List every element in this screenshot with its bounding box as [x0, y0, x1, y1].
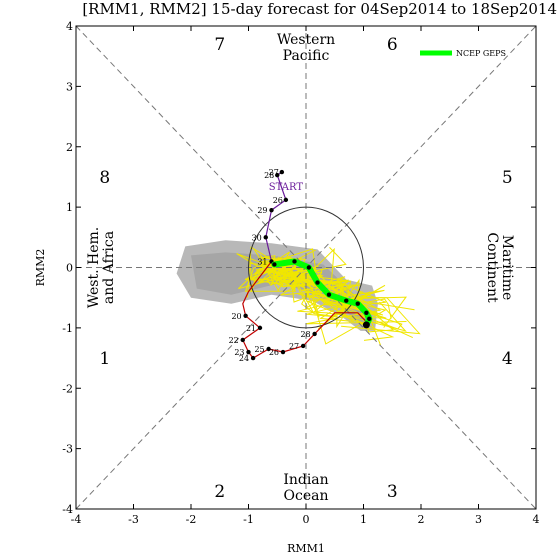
region-label-bottom: Indian [283, 472, 328, 488]
y-tick-label: 2 [66, 141, 73, 154]
observed-point [263, 235, 268, 240]
observed-point [269, 207, 274, 213]
unit-circle [248, 206, 364, 329]
observed-day-label: 29 [257, 206, 267, 215]
ensemble-mean-line [271, 258, 373, 328]
legend-layer: NCEP GEPS [420, 49, 506, 58]
y-tick-label: -3 [62, 443, 73, 456]
ensemble-member-line [272, 267, 403, 330]
observed-point [246, 349, 251, 355]
region-label-bottom: Ocean [284, 488, 329, 504]
x-tick-label: 3 [475, 513, 482, 526]
observed-point [300, 343, 306, 349]
y-tick-label: -1 [62, 322, 73, 335]
start-label: START [269, 182, 304, 193]
observed-day-label: 31 [257, 257, 267, 266]
observed-day-label: 28 [300, 330, 310, 339]
phase-number-7: 7 [214, 35, 225, 55]
observed-point [243, 313, 248, 318]
ensemble-spread-core [191, 252, 373, 325]
observed-point [266, 346, 271, 352]
observed-point [280, 349, 286, 355]
observed-day-label: 24 [239, 354, 249, 363]
region-label-left: and Africa [101, 231, 117, 304]
start-day-label: 26 [273, 196, 283, 205]
observed-point [240, 337, 245, 343]
observed-day-label: 27 [289, 342, 299, 351]
phase-number-1: 1 [99, 349, 110, 369]
y-tick-label: 3 [66, 80, 73, 93]
observed-day-label: 22 [229, 336, 239, 345]
ensemble-mean-point [315, 280, 320, 285]
ensemble-mean-point [272, 262, 277, 267]
observed-point [250, 355, 256, 361]
ensemble-mean-point [326, 292, 332, 297]
ensemble-mean-point [306, 265, 312, 270]
legend-entry-label: NCEP GEPS [456, 49, 506, 58]
y-axis-label: RMM2 [34, 249, 47, 287]
phase-number-5: 5 [502, 168, 513, 188]
phase-number-2: 2 [214, 482, 225, 502]
region-label-left: West. Hem. [86, 227, 102, 308]
y-tick-label: 1 [66, 201, 73, 214]
x-tick-label: -3 [128, 513, 139, 526]
observed-point [312, 331, 317, 337]
x-tick-label: 2 [418, 513, 425, 526]
observed-track [242, 261, 367, 359]
start-point [283, 197, 289, 203]
ensemble-mean-point [355, 301, 360, 306]
observed-day-label: 23 [234, 348, 244, 357]
y-tick-label: -4 [62, 503, 73, 516]
x-axis-label: RMM1 [287, 542, 325, 555]
phase-number-4: 4 [502, 349, 513, 369]
ensemble-mean-point [367, 316, 372, 322]
observed-day-label: 20 [231, 312, 241, 321]
ensemble-mean-point [364, 310, 369, 315]
ensemble-mean-layer [271, 258, 373, 329]
y-tick-label: 4 [66, 20, 73, 33]
start-point [279, 169, 285, 175]
x-tick-label: -2 [186, 513, 197, 526]
observed-day-label: 26 [269, 348, 279, 357]
ensemble-mean-point [362, 321, 370, 329]
spread-layer [176, 240, 378, 331]
observed-day-label: 21 [246, 324, 256, 333]
chart-title: [RMM1, RMM2] 15-day forecast for 04Sep20… [82, 0, 557, 18]
y-tick-label: 0 [66, 262, 73, 275]
region-label-right: Maritime [499, 235, 515, 301]
phase-number-6: 6 [387, 35, 398, 55]
x-tick-label: -1 [243, 513, 254, 526]
observed-day-label: 30 [252, 233, 262, 242]
ensemble-mean-point [344, 298, 349, 303]
start-day-label: 27 [269, 168, 279, 177]
x-tick-label: 0 [303, 513, 310, 526]
x-tick-label: -4 [71, 513, 82, 526]
start-point [275, 172, 280, 178]
observed-day-label: 25 [254, 345, 264, 354]
region-label-top: Western [277, 32, 335, 48]
phase-number-8: 8 [99, 168, 110, 188]
x-tick-label: 4 [533, 513, 540, 526]
x-tick-label: 1 [360, 513, 367, 526]
region-label-top: Pacific [283, 48, 330, 64]
region-label-right: Continent [484, 232, 500, 303]
ensemble-mean-point [292, 259, 297, 264]
phase-number-3: 3 [387, 482, 398, 502]
observed-point [257, 325, 263, 331]
start-day-label: 28 [264, 171, 274, 180]
y-tick-label: -2 [62, 382, 73, 395]
